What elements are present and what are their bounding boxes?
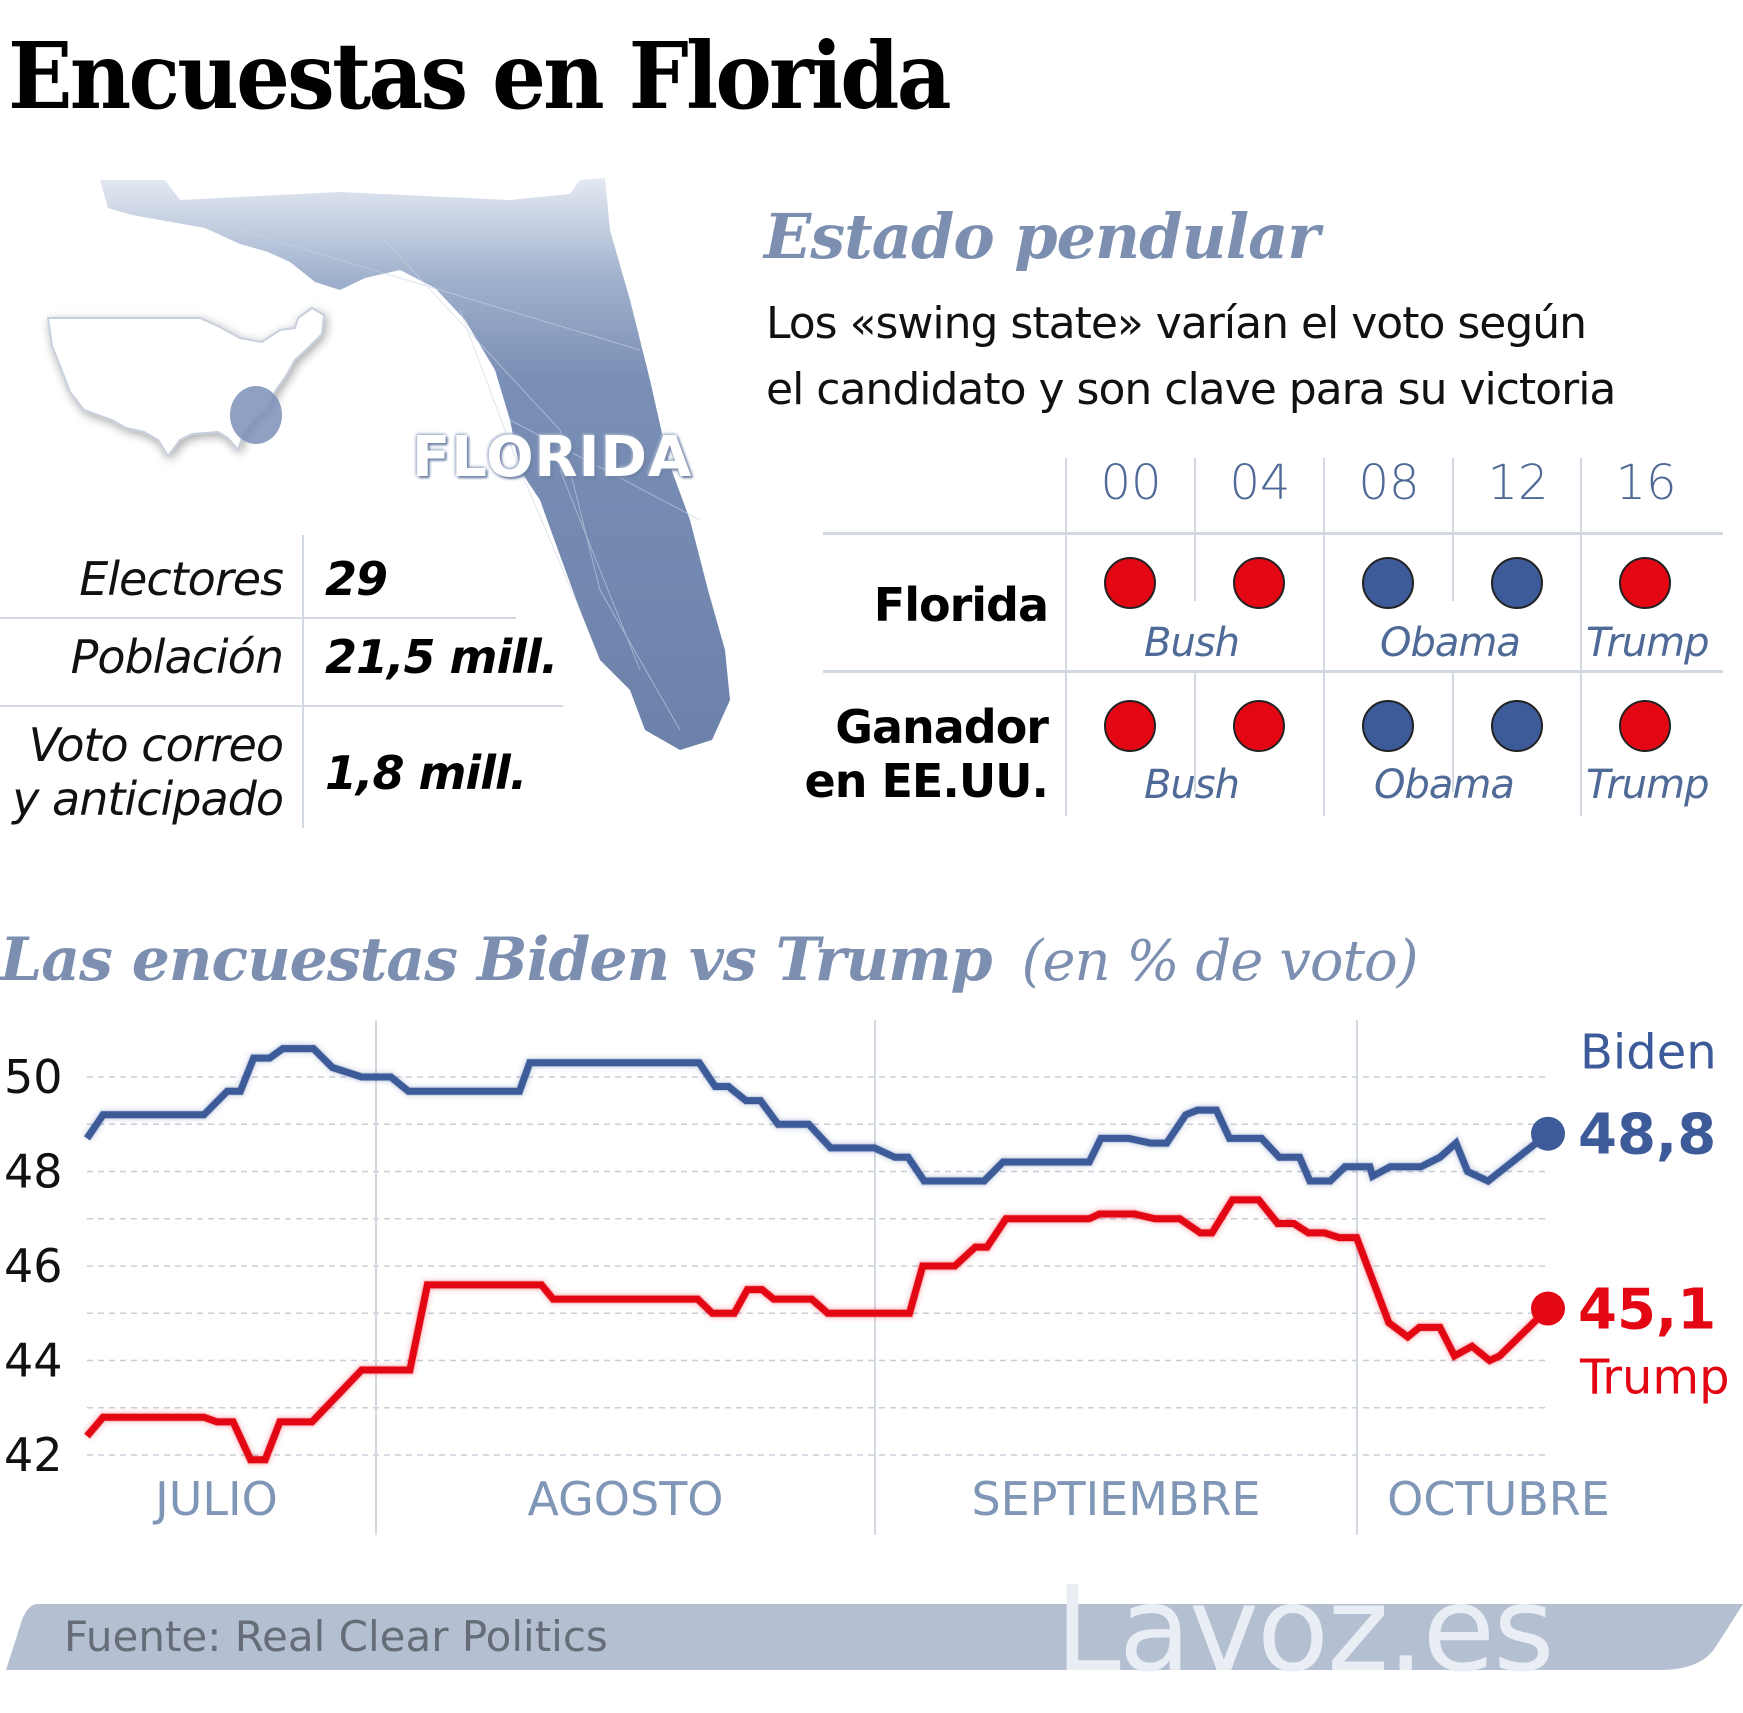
swing-subtitle-line-2: el candidato y son clave para su victori… (766, 364, 1616, 415)
y-tick-label: 50 (4, 1050, 63, 1104)
table-rule (823, 670, 1723, 673)
endpoint-marker-biden (1531, 1116, 1565, 1151)
republican-dot (1103, 700, 1156, 752)
col-divider (1194, 672, 1196, 792)
month-label: JULIO (152, 1472, 278, 1526)
series-line-biden (84, 1045, 1551, 1186)
col-divider (1323, 458, 1325, 816)
row-label-florida: Florida (873, 578, 1049, 632)
stats-rule (0, 617, 516, 619)
stat-value-electores: 29 (325, 552, 388, 606)
republican-dot (1232, 700, 1285, 752)
y-tick-label: 48 (4, 1145, 63, 1199)
legend-label-biden: Biden (1580, 1025, 1717, 1081)
florida-map-label: FLORIDA (412, 425, 693, 490)
col-divider (1065, 458, 1067, 816)
democrat-dot (1490, 700, 1543, 752)
democrat-dot (1490, 557, 1543, 609)
y-tick-label: 44 (4, 1334, 63, 1388)
final-value-biden: 48,8 (1578, 1103, 1716, 1168)
col-divider (1452, 672, 1454, 792)
year-header-04: 04 (1229, 455, 1291, 511)
footer-bar (6, 1604, 1743, 1670)
y-tick-label: 42 (4, 1428, 63, 1482)
florida-shape (100, 178, 730, 750)
candidate-label-bush: Bush (1144, 762, 1240, 808)
chart-unit-label: (en % de voto) (1021, 929, 1419, 994)
candidate-label-obama: Obama (1374, 762, 1515, 808)
legend-label-trump: Trump (1579, 1350, 1730, 1406)
final-value-trump: 45,1 (1578, 1278, 1716, 1343)
col-divider (1452, 458, 1454, 601)
stat-value-poblacion: 21,5 mill. (325, 630, 558, 684)
brand-watermark: Lavoz.es (1055, 1560, 1555, 1698)
row-label-eeuu: en EE.UU. (804, 754, 1049, 808)
stats-rule (0, 705, 563, 707)
year-header-00: 00 (1100, 455, 1162, 511)
candidate-label-trump: Trump (1586, 620, 1709, 666)
month-label: SEPTIEMBRE (971, 1472, 1260, 1526)
page-title: Encuestas en Florida (8, 22, 952, 130)
democrat-dot (1361, 557, 1414, 609)
source-note: Fuente: Real Clear Politics (64, 1612, 608, 1661)
candidate-label-trump: Trump (1586, 762, 1709, 808)
month-label: AGOSTO (527, 1472, 723, 1526)
florida-highlight-icon (230, 386, 282, 444)
series-glow-biden (83, 1044, 1551, 1187)
stat-label-voto-correo: Voto correo (28, 718, 284, 772)
usa-outline (46, 306, 326, 458)
republican-dot (1618, 557, 1671, 609)
endpoint-marker-trump (1531, 1291, 1565, 1326)
month-label: OCTUBRE (1387, 1472, 1610, 1526)
stat-label-poblacion: Población (70, 630, 284, 684)
road-lines (239, 191, 701, 731)
table-rule (823, 532, 1723, 535)
stats-divider (302, 535, 304, 828)
candidate-label-bush: Bush (1144, 620, 1240, 666)
year-header-08: 08 (1358, 455, 1420, 511)
stat-value-voto-correo: 1,8 mill. (325, 746, 527, 800)
poll-line-chart: 50 48 46 44 42 JULIO AGOSTO SEPTIEMBRE OCTUBRE B… (4, 1020, 1730, 1535)
stat-label-anticipado: y anticipado (12, 772, 284, 826)
republican-dot (1618, 700, 1671, 752)
republican-dot (1103, 557, 1156, 609)
col-divider (1194, 458, 1196, 601)
florida-map (46, 178, 730, 750)
chart-title: Las encuestas Biden vs Trump (en % de vot… (0, 925, 1419, 995)
swing-title: Estado pendular (764, 200, 1320, 273)
y-tick-label: 46 (4, 1239, 63, 1293)
series-line-trump (84, 1196, 1551, 1464)
year-header-12: 12 (1487, 455, 1549, 511)
candidate-label-obama: Obama (1380, 620, 1521, 666)
democrat-dot (1361, 700, 1414, 752)
chart-title-text: Las encuestas Biden vs Trump (0, 925, 993, 995)
year-header-16: 16 (1615, 455, 1677, 511)
row-label-ganador: Ganador (835, 700, 1049, 754)
swing-subtitle-line-1: Los «swing state» varían el voto según (766, 298, 1587, 349)
col-divider (1580, 458, 1582, 816)
republican-dot (1232, 557, 1285, 609)
stat-label-electores: Electores (79, 552, 284, 606)
usa-inset (46, 306, 326, 458)
